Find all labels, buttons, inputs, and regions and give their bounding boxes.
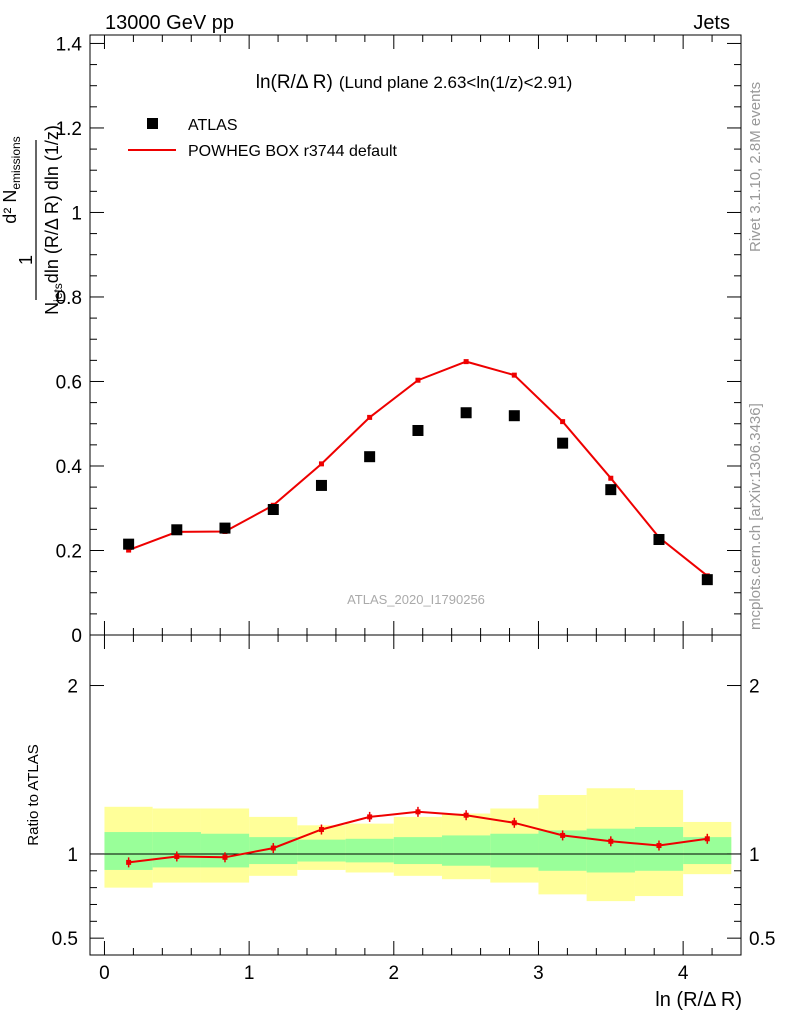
atlas-point bbox=[267, 504, 279, 516]
powheg-point bbox=[415, 377, 421, 383]
ratio-y-tick-label-right: 0.5 bbox=[749, 929, 775, 950]
mcplots-label: mcplots.cern.ch [arXiv:1306.3436] bbox=[747, 403, 764, 630]
ratio-point bbox=[126, 859, 132, 865]
powheg-line bbox=[128, 360, 708, 577]
atlas-point bbox=[171, 524, 183, 536]
ratio-panel: 0.5 0.5 1 1 2 2 0 1 2 3 4 bbox=[52, 634, 775, 984]
green-band-bin bbox=[586, 828, 635, 873]
ratio-point bbox=[560, 832, 566, 838]
powheg-point bbox=[560, 419, 566, 425]
ratio-y-tick-label: 2 bbox=[67, 677, 78, 698]
ratio-point bbox=[463, 812, 469, 818]
main-panel: 0 0.2 0.4 0.6 0.8 1 1.2 1.4 bbox=[56, 34, 742, 647]
x-tick-label: 0 bbox=[99, 963, 110, 984]
ratio-y-tick-label-right: 2 bbox=[749, 677, 760, 698]
ratio-y-axis-title: Ratio to ATLAS bbox=[25, 744, 42, 845]
green-band-bin bbox=[490, 833, 539, 868]
atlas-point bbox=[315, 479, 327, 491]
ratio-point bbox=[415, 809, 421, 815]
green-band-bin bbox=[152, 832, 201, 868]
ratio-point bbox=[656, 843, 662, 849]
ratio-y-tick-label: 0.5 bbox=[52, 929, 78, 950]
x-tick-label: 2 bbox=[389, 963, 400, 984]
powheg-point bbox=[367, 414, 373, 420]
y-tick-label: 0.2 bbox=[56, 541, 82, 562]
process-label: Jets bbox=[693, 12, 730, 34]
powheg-point bbox=[126, 547, 132, 553]
legend-powheg-label: POWHEG BOX r3744 default bbox=[188, 143, 398, 160]
svg-text:d² Nemissions: d² Nemissions bbox=[0, 136, 23, 223]
atlas-point bbox=[653, 534, 665, 546]
atlas-point bbox=[460, 407, 472, 419]
green-band-bin bbox=[345, 838, 394, 863]
green-band-bin bbox=[200, 833, 250, 868]
atlas-point bbox=[412, 424, 424, 436]
y-tick-label: 0.4 bbox=[56, 457, 83, 478]
powheg-point bbox=[511, 372, 517, 378]
atlas-point bbox=[605, 484, 617, 496]
x-tick-label: 4 bbox=[678, 963, 689, 984]
ratio-point bbox=[174, 853, 180, 859]
y-tick-label: 1 bbox=[71, 203, 82, 224]
x-axis-title: ln (R/Δ R) bbox=[655, 989, 742, 1011]
y-tick-label: 0.8 bbox=[56, 288, 82, 309]
x-tick-label: 1 bbox=[244, 963, 255, 984]
ratio-frame bbox=[89, 634, 742, 956]
atlas-point bbox=[508, 410, 520, 422]
y-tick-label: 0 bbox=[71, 626, 82, 647]
analysis-watermark: ATLAS_2020_I1790256 bbox=[347, 592, 485, 607]
atlas-point bbox=[123, 538, 135, 550]
ratio-point bbox=[704, 836, 710, 842]
main-y-axis-title: 1 Njetsdln (R/Δ R) dln (1/z) d² Nemissio… bbox=[0, 125, 65, 315]
powheg-point bbox=[463, 359, 469, 365]
green-band-bin bbox=[297, 839, 346, 862]
atlas-point bbox=[364, 451, 376, 463]
svg-text:1: 1 bbox=[16, 255, 36, 265]
powheg-point bbox=[318, 461, 324, 467]
legend-atlas-label: ATLAS bbox=[188, 117, 238, 134]
y-tick-label: 0.6 bbox=[56, 372, 82, 393]
legend-atlas-marker bbox=[147, 118, 158, 129]
y-tick-label: 1.4 bbox=[56, 34, 83, 55]
atlas-point bbox=[557, 437, 569, 449]
plot-title: ln(R/Δ R) (Lund plane 2.63<ln(1/z)<2.91) bbox=[256, 72, 573, 93]
ratio-point bbox=[318, 827, 324, 833]
ratio-y-tick-label-right: 1 bbox=[749, 845, 760, 866]
legend: ATLAS POWHEG BOX r3744 default bbox=[128, 117, 398, 160]
green-band-bin bbox=[393, 837, 442, 865]
ratio-point bbox=[367, 814, 373, 820]
powheg-point bbox=[608, 475, 614, 481]
ratio-point bbox=[270, 845, 276, 851]
atlas-point bbox=[219, 522, 231, 534]
ratio-y-tick-label: 1 bbox=[67, 845, 78, 866]
rivet-version-label: Rivet 3.1.10, 2.8M events bbox=[747, 82, 764, 252]
green-band-bin bbox=[441, 835, 491, 866]
ratio-point bbox=[608, 838, 614, 844]
ratio-point bbox=[511, 820, 517, 826]
svg-text:Njetsdln (R/Δ R) dln (1/z): Njetsdln (R/Δ R) dln (1/z) bbox=[42, 125, 65, 315]
energy-label: 13000 GeV pp bbox=[105, 12, 234, 34]
y-tick-label: 1.2 bbox=[56, 119, 82, 140]
ratio-point bbox=[222, 854, 228, 860]
x-tick-label: 3 bbox=[533, 963, 544, 984]
atlas-point bbox=[701, 574, 713, 586]
